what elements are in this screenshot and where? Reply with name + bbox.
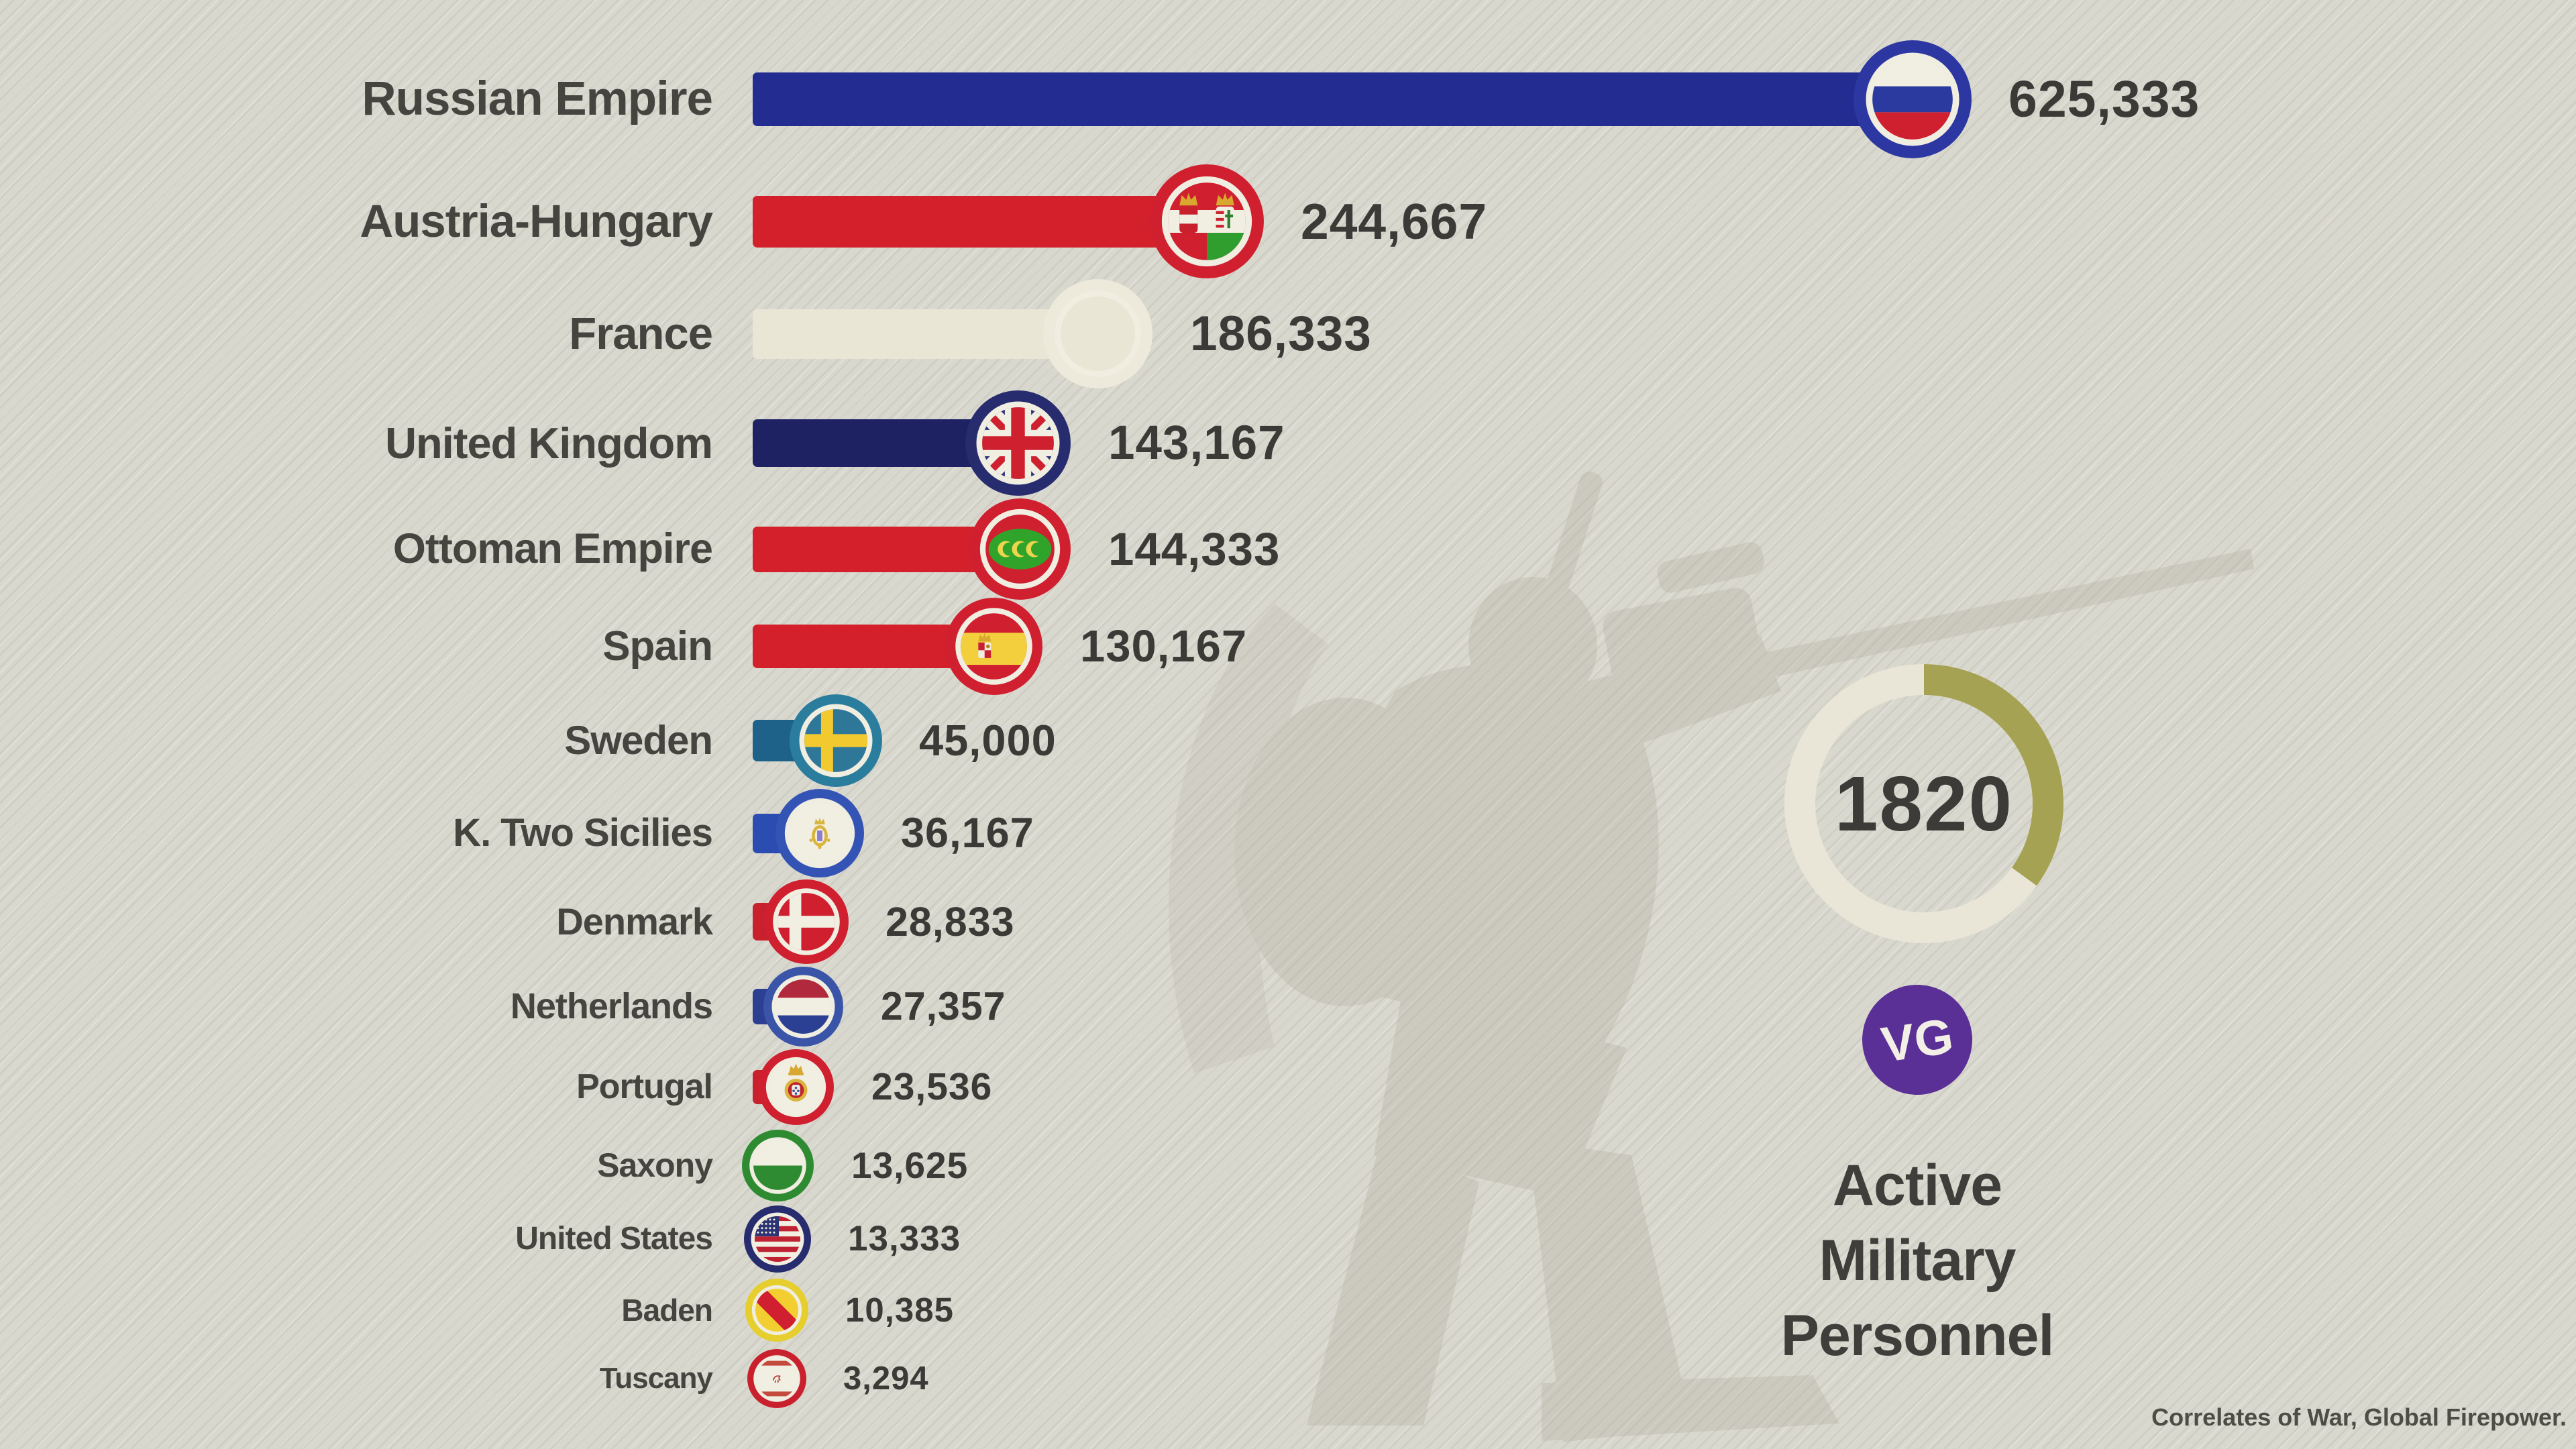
country-label: Portugal — [576, 1067, 713, 1106]
country-label: Netherlands — [510, 986, 713, 1026]
value-label: 13,625 — [851, 1144, 969, 1186]
bar-row: Spain 130,167 — [0, 595, 2576, 698]
value-label: 13,333 — [848, 1219, 961, 1258]
year-label: 1820 — [1834, 760, 2014, 847]
flag-icon-sweden — [790, 694, 882, 787]
bar-row: Austria-Hungary 244,667 — [0, 162, 2576, 281]
chart-title-line-1: Active — [1832, 1153, 2002, 1218]
chart-title-line-3: Personnel — [1780, 1303, 2055, 1368]
country-label: United States — [515, 1221, 713, 1256]
country-label: Russian Empire — [362, 72, 713, 125]
bar-row: Netherlands 27,357 — [0, 964, 2576, 1049]
bar — [753, 309, 1098, 359]
country-label: Ottoman Empire — [392, 525, 713, 572]
bar — [753, 196, 1207, 248]
value-label: 27,357 — [881, 984, 1006, 1028]
flag-icon-united-states — [744, 1205, 811, 1273]
bar-row: Russian Empire 625,333 — [0, 38, 2576, 161]
flag-icon-saxony — [742, 1130, 814, 1201]
flag-icon-france-bourbon — [1043, 279, 1152, 388]
bar-row: United States 13,333 — [0, 1203, 2576, 1275]
value-label: 143,167 — [1108, 417, 1285, 470]
value-label: 3,294 — [843, 1360, 929, 1397]
year-progress-ring — [1784, 664, 2063, 943]
country-label: Sweden — [564, 718, 713, 763]
bar-row: K. Two Sicilies 36,167 — [0, 786, 2576, 880]
country-label: Tuscany — [599, 1362, 713, 1395]
chart-title: Active Military Personnel — [1649, 1148, 2186, 1373]
value-label: 144,333 — [1108, 523, 1281, 575]
bar-row: United Kingdom 143,167 — [0, 388, 2576, 498]
value-label: 28,833 — [885, 899, 1015, 945]
value-label: 625,333 — [2008, 70, 2200, 128]
chart-title-line-2: Military — [1819, 1228, 2016, 1293]
value-label: 45,000 — [919, 716, 1057, 765]
flag-icon-denmark — [764, 879, 849, 964]
flag-icon-austria-hungary — [1150, 164, 1264, 278]
bar-row: Denmark 28,833 — [0, 877, 2576, 967]
country-label: K. Two Sicilies — [453, 811, 713, 855]
flag-icon-two-sicilies — [775, 789, 864, 877]
bar-row: Saxony 13,625 — [0, 1127, 2576, 1204]
country-label: United Kingdom — [385, 419, 713, 468]
bar-row: Ottoman Empire 144,333 — [0, 496, 2576, 602]
value-label: 36,167 — [901, 810, 1034, 857]
value-label: 10,385 — [845, 1291, 954, 1329]
bar-row: Tuscany 3,294 — [0, 1346, 2576, 1411]
country-label: Denmark — [556, 900, 713, 943]
flag-icon-russia — [1854, 40, 1972, 158]
country-label: France — [569, 309, 713, 359]
flag-icon-ottoman-empire — [969, 498, 1071, 600]
flag-icon-tuscany — [747, 1349, 806, 1408]
flag-icon-baden — [745, 1279, 808, 1342]
bar-row: France 186,333 — [0, 276, 2576, 391]
value-label: 130,167 — [1080, 621, 1248, 672]
flag-icon-portugal — [758, 1049, 834, 1125]
flag-icon-spain — [945, 598, 1042, 695]
country-label: Saxony — [597, 1146, 713, 1184]
vg-logo-text: VG — [1878, 1007, 1957, 1073]
country-label: Spain — [602, 623, 713, 669]
country-label: Baden — [621, 1293, 713, 1328]
bar — [753, 72, 1913, 126]
bar-row: Portugal 23,536 — [0, 1046, 2576, 1128]
bar-row: Baden 10,385 — [0, 1276, 2576, 1344]
flag-icon-united-kingdom — [965, 390, 1071, 496]
value-label: 186,333 — [1190, 307, 1372, 361]
country-label: Austria-Hungary — [360, 195, 713, 247]
value-label: 23,536 — [871, 1065, 993, 1108]
flag-icon-netherlands — [763, 967, 843, 1046]
source-attribution: Correlates of War, Global Firepower. — [2151, 1403, 2567, 1431]
value-label: 244,667 — [1301, 193, 1488, 250]
bar-row: Sweden 45,000 — [0, 692, 2576, 790]
